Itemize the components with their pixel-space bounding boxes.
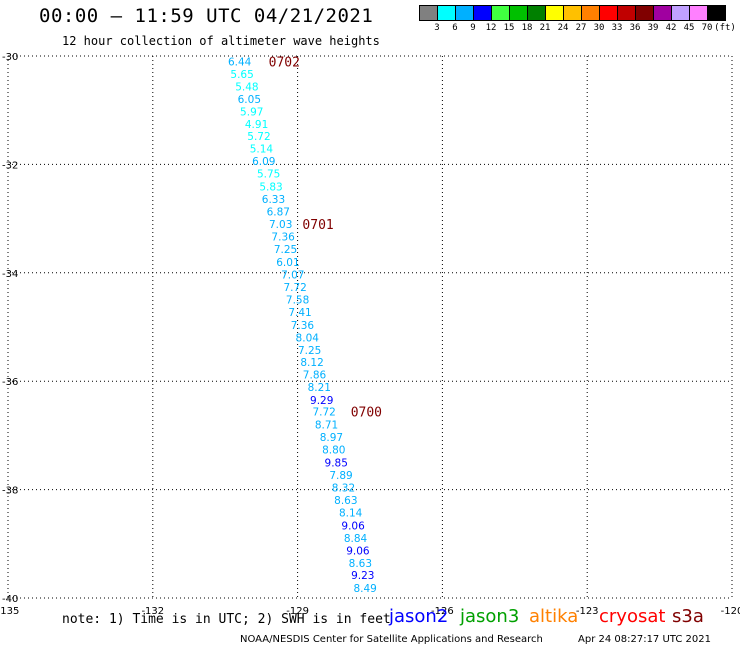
- lat-label: -30: [2, 52, 18, 63]
- legend-tick-label: 33: [611, 23, 623, 33]
- swh-point-label: 6.44: [228, 56, 252, 68]
- legend-tick-label: 18: [521, 23, 533, 33]
- swh-point-label: 9.06: [341, 520, 365, 532]
- swh-point-label: 8.63: [349, 558, 372, 570]
- legend-tick-label: 39: [647, 23, 659, 33]
- legend-ticks: 3 6 9 12 15 18 21 24 27 30 33 36 39 42 45 70 (ft): [420, 21, 736, 35]
- swh-point-label: 7.36: [271, 231, 295, 243]
- swh-point-label: 8.97: [320, 432, 343, 444]
- swh-point-label: 7.03: [269, 219, 292, 231]
- swh-point-label: 5.97: [240, 106, 263, 118]
- swh-point-label: 7.25: [274, 244, 297, 256]
- legend-tick-label: 3: [434, 23, 440, 33]
- swh-point-label: 7.58: [286, 294, 309, 306]
- swh-point-label: 7.41: [288, 307, 311, 319]
- page-title: 00:00 – 11:59 UTC 04/21/2021: [39, 5, 374, 27]
- satellite-label-altika: altika: [529, 606, 579, 627]
- legend-swatches: [419, 5, 726, 21]
- swh-point-label: 6.87: [267, 207, 290, 219]
- swh-point-label: 6.09: [252, 156, 275, 168]
- legend-tick-label: 70: [701, 23, 713, 33]
- units-note: note: 1) Time is in UTC; 2) SWH is in fe…: [62, 612, 391, 627]
- satellite-label-jason3: jason3: [460, 606, 520, 627]
- lon-label: -129: [286, 606, 309, 617]
- swh-point-label: 5.65: [230, 69, 253, 81]
- swh-point-label: 8.32: [332, 482, 355, 494]
- credit-line: NOAA/NESDIS Center for Satellite Applica…: [240, 634, 543, 645]
- legend-tick-label: 24: [557, 23, 569, 33]
- satellite-label-jason2: jason2: [389, 606, 449, 627]
- swh-point-label: 7.72: [312, 407, 335, 419]
- swh-point-label: 6.05: [238, 94, 261, 106]
- lon-label: -135: [0, 606, 19, 617]
- swh-point-label: 8.80: [322, 444, 345, 456]
- swh-point-label: 9.29: [310, 395, 333, 407]
- page-subtitle: 12 hour collection of altimeter wave hei…: [62, 34, 380, 48]
- swh-point-label: 8.84: [344, 533, 368, 545]
- swh-point-label: 7.07: [281, 269, 304, 281]
- legend-tick-label: 12: [485, 23, 497, 33]
- legend-tick-label: 30: [593, 23, 605, 33]
- swh-point-label: 8.71: [315, 420, 338, 432]
- generated-timestamp: Apr 24 08:27:17 UTC 2021: [578, 634, 711, 645]
- swh-point-label: 7.36: [291, 320, 315, 332]
- pass-time-label: 0701: [302, 218, 333, 233]
- swh-point-label: 8.14: [339, 507, 363, 519]
- lon-label: -126: [431, 606, 454, 617]
- legend-tick-label: 45: [683, 23, 695, 33]
- swh-point-label: 7.25: [298, 345, 321, 357]
- swh-point-label: 5.75: [257, 169, 280, 181]
- lat-label: -34: [2, 269, 18, 280]
- legend-tick-label: 27: [575, 23, 587, 33]
- pass-time-label: 0700: [351, 406, 382, 421]
- swh-point-label: 5.72: [247, 131, 270, 143]
- map-frame: [8, 56, 732, 598]
- lon-label: -123: [576, 606, 599, 617]
- legend-tick-label: 42: [665, 23, 677, 33]
- color-legend: 3 6 9 12 15 18 21 24 27 30 33 36 39 42 45 70 (ft): [419, 5, 736, 35]
- lon-label: -120: [721, 606, 740, 617]
- swh-point-label: 4.91: [245, 119, 268, 131]
- swh-point-label: 9.23: [351, 570, 374, 582]
- swh-point-label: 5.83: [259, 182, 282, 194]
- lon-label: -132: [141, 606, 164, 617]
- legend-tick-label: 6: [452, 23, 458, 33]
- swh-point-label: 8.49: [353, 583, 376, 595]
- satellite-label-cryosat: cryosat: [599, 606, 666, 627]
- swh-point-label: 7.86: [303, 370, 327, 382]
- lat-label: -32: [2, 160, 18, 171]
- swh-point-label: 8.63: [334, 495, 357, 507]
- swh-point-label: 9.06: [346, 545, 370, 557]
- swh-point-label: 9.85: [325, 458, 348, 470]
- swh-point-label: 5.14: [250, 144, 274, 156]
- legend-tick-label: 9: [470, 23, 476, 33]
- legend-swatch: [707, 5, 726, 21]
- lat-label: -36: [2, 377, 18, 388]
- satellite-label-s3a: s3a: [672, 606, 704, 627]
- lat-label: -38: [2, 486, 18, 497]
- swh-point-label: 6.33: [262, 194, 285, 206]
- swh-point-label: 6.01: [276, 257, 299, 269]
- swh-point-label: 8.12: [300, 357, 323, 369]
- legend-tick-label: 36: [629, 23, 641, 33]
- legend-tick-label: 21: [539, 23, 551, 33]
- swh-point-label: 7.89: [329, 470, 352, 482]
- lat-label: -40: [2, 594, 18, 605]
- legend-tick-label: (ft): [714, 23, 736, 33]
- swh-point-label: 5.48: [235, 81, 258, 93]
- swh-point-label: 8.04: [296, 332, 320, 344]
- pass-time-label: 0702: [269, 55, 300, 70]
- swh-point-label: 8.21: [308, 382, 331, 394]
- swh-point-label: 7.72: [283, 282, 306, 294]
- legend-tick-label: 15: [503, 23, 515, 33]
